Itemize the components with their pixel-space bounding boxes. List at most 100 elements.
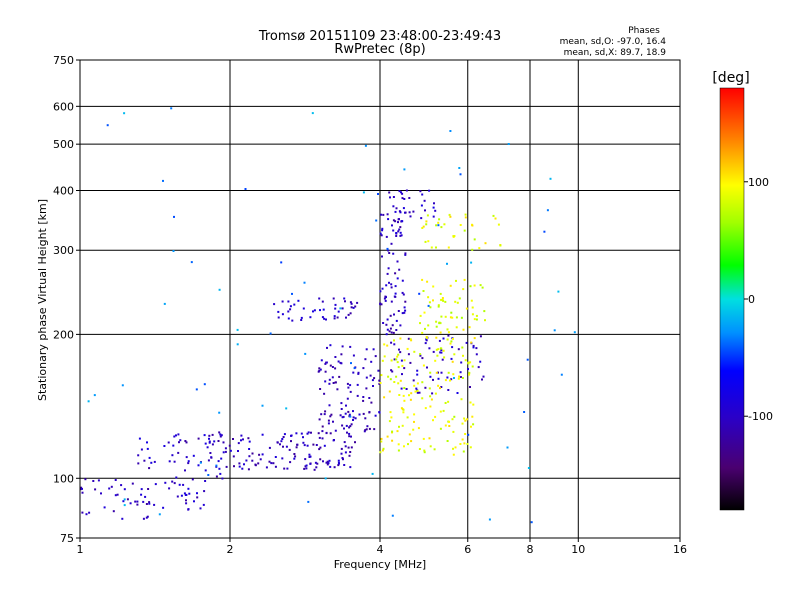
data-point: [373, 377, 376, 380]
data-point: [472, 344, 475, 347]
data-point: [184, 469, 186, 472]
data-point: [466, 418, 469, 421]
x-axis-ticks: 1 2 4 6 8 10 16: [77, 538, 687, 556]
data-point: [352, 419, 354, 421]
data-point: [344, 300, 346, 303]
data-point: [248, 440, 251, 443]
data-point: [219, 435, 222, 438]
data-point: [334, 429, 337, 432]
data-point: [403, 399, 406, 402]
y-tick-label: 200: [53, 328, 74, 341]
colorbar-tick-label: -100: [748, 410, 773, 423]
data-point: [432, 378, 434, 381]
data-point: [304, 458, 307, 461]
data-point: [412, 379, 415, 382]
data-point: [449, 284, 452, 287]
data-point: [348, 435, 351, 438]
data-point: [228, 444, 231, 447]
data-point: [386, 272, 389, 275]
data-point: [437, 348, 440, 351]
data-point: [434, 392, 437, 395]
data-point: [340, 353, 343, 356]
data-point: [392, 331, 395, 334]
data-point: [283, 467, 286, 470]
data-point: [349, 415, 352, 418]
data-point: [289, 308, 292, 311]
data-point: [353, 367, 356, 370]
data-point: [381, 287, 384, 290]
data-point: [398, 228, 401, 231]
data-point: [341, 345, 344, 348]
data-point: [461, 422, 464, 425]
data-point: [442, 337, 445, 340]
data-point: [470, 299, 473, 302]
data-point: [342, 415, 345, 418]
data-point: [318, 436, 321, 439]
data-point: [167, 441, 170, 444]
data-point: [178, 483, 181, 486]
data-point: [215, 475, 218, 478]
data-point: [439, 331, 442, 334]
data-point: [120, 484, 123, 487]
data-point: [427, 240, 430, 243]
data-point: [97, 479, 100, 482]
data-point: [328, 378, 331, 381]
data-point: [304, 352, 307, 355]
data-point: [409, 215, 412, 218]
data-point: [352, 416, 355, 419]
data-point: [148, 456, 151, 459]
data-point: [401, 279, 404, 282]
data-point: [388, 330, 391, 333]
data-point: [314, 461, 317, 464]
data-point: [459, 173, 462, 176]
data-point: [106, 124, 109, 127]
data-point: [398, 210, 401, 213]
data-point: [188, 492, 191, 495]
data-point: [327, 422, 330, 425]
y-axis-ticks: 75 100 200 300 400 500 600 750: [53, 54, 80, 545]
data-point: [219, 472, 222, 475]
data-point: [377, 193, 379, 195]
data-point: [323, 392, 326, 395]
data-point: [304, 465, 307, 468]
data-point: [424, 209, 426, 212]
data-point: [329, 465, 332, 468]
data-point: [399, 379, 402, 382]
data-point: [415, 387, 418, 390]
data-point: [364, 429, 367, 432]
data-point: [393, 339, 395, 342]
data-point: [459, 224, 462, 226]
data-point: [465, 341, 468, 344]
data-point: [395, 235, 398, 237]
data-point: [184, 440, 187, 442]
data-point: [347, 446, 350, 449]
data-point: [197, 464, 200, 467]
data-point: [347, 313, 350, 316]
data-point: [383, 396, 386, 399]
data-point: [295, 432, 298, 435]
data-point: [365, 376, 368, 379]
data-point: [428, 387, 431, 390]
data-point: [464, 419, 467, 422]
data-point: [402, 411, 405, 414]
data-point: [403, 445, 405, 448]
y-axis-label: Stationary phase Virtual Height [km]: [36, 199, 49, 401]
data-point: [425, 339, 428, 342]
data-point: [318, 448, 321, 451]
data-point: [313, 468, 316, 471]
data-point: [354, 417, 357, 420]
data-point: [421, 278, 424, 281]
data-point: [409, 398, 412, 401]
data-point: [469, 285, 472, 288]
data-point: [131, 482, 134, 485]
data-point: [238, 462, 241, 465]
data-point: [340, 452, 343, 455]
data-point: [348, 454, 351, 457]
data-point: [429, 371, 432, 374]
data-point: [236, 343, 239, 346]
data-point: [281, 313, 284, 316]
data-point: [439, 292, 442, 295]
data-point: [326, 460, 329, 463]
data-point: [261, 433, 264, 436]
data-point: [392, 229, 395, 232]
